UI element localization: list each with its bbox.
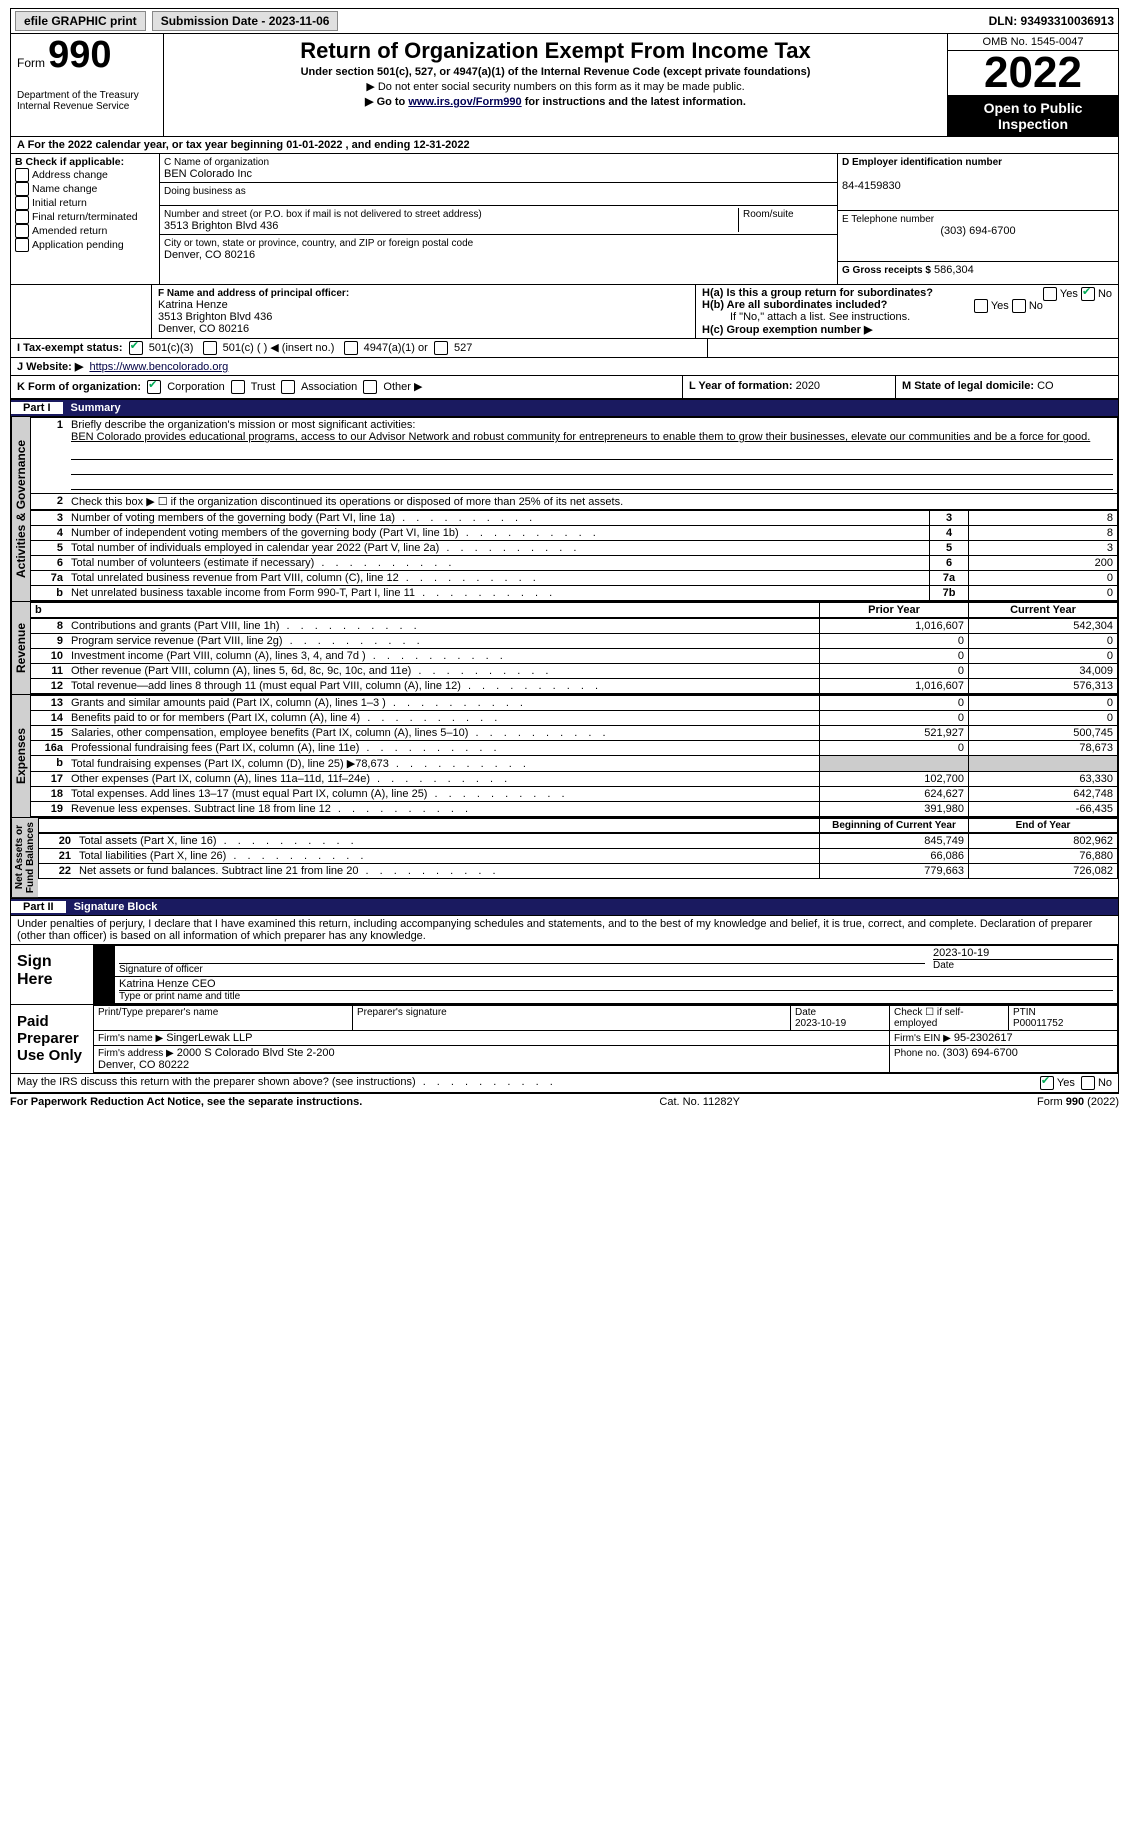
form-subtitle: Under section 501(c), 527, or 4947(a)(1)…: [170, 66, 941, 78]
line-a-tax-year: A For the 2022 calendar year, or tax yea…: [10, 137, 1119, 154]
col-b-checkboxes: B Check if applicable: Address change Na…: [11, 154, 160, 284]
i-label: I Tax-exempt status:: [17, 342, 123, 354]
dba-label: Doing business as: [164, 186, 246, 197]
firm-name: SingerLewak LLP: [166, 1032, 252, 1044]
prior-year-hdr: Prior Year: [820, 603, 969, 618]
state-domicile: CO: [1037, 380, 1054, 392]
efile-button[interactable]: efile GRAPHIC print: [15, 11, 146, 31]
org-name: BEN Colorado Inc: [164, 168, 252, 180]
h-b-label: H(b) Are all subordinates included?: [702, 299, 887, 311]
ptin: P00011752: [1013, 1018, 1063, 1029]
chk-amended[interactable]: [15, 224, 29, 238]
officer-line-2: 3513 Brighton Blvd 436: [158, 311, 272, 323]
form-note-2: ▶ Go to www.irs.gov/Form990 for instruct…: [170, 95, 941, 108]
q1-label: Briefly describe the organization's miss…: [71, 419, 415, 431]
chk-assoc[interactable]: [281, 380, 295, 394]
chk-corp[interactable]: [147, 380, 161, 394]
chk-address-change[interactable]: [15, 168, 29, 182]
chk-name-change[interactable]: [15, 182, 29, 196]
end-year-hdr: End of Year: [969, 819, 1118, 833]
perjury-declaration: Under penalties of perjury, I declare th…: [10, 916, 1119, 945]
paid-preparer-label: Paid Preparer Use Only: [11, 1005, 93, 1073]
m-label: M State of legal domicile:: [902, 380, 1034, 392]
tax-year-big: 2022: [948, 51, 1118, 96]
irs-discuss: May the IRS discuss this return with the…: [17, 1076, 1040, 1090]
discuss-yes[interactable]: [1040, 1076, 1054, 1090]
beg-year-hdr: Beginning of Current Year: [820, 819, 969, 833]
pp-date: 2023-10-19: [795, 1018, 846, 1029]
d-ein-label: D Employer identification number: [842, 157, 1002, 168]
v-revenue: Revenue: [11, 602, 30, 694]
open-to-public: Open to Public Inspection: [948, 96, 1118, 136]
part-1-header: Part I Summary: [10, 399, 1119, 417]
h-c-label: H(c) Group exemption number ▶: [702, 324, 872, 336]
officer-line-1: Katrina Henze: [158, 299, 228, 311]
chk-trust[interactable]: [231, 380, 245, 394]
e-phone-label: E Telephone number: [842, 214, 934, 225]
g-gross-label: G Gross receipts $: [842, 265, 931, 276]
firm-ein: 95-2302617: [954, 1032, 1013, 1044]
v-net-assets: Net Assets or Fund Balances: [11, 818, 38, 897]
sign-here-label: Sign Here: [11, 945, 93, 1004]
submission-date: Submission Date - 2023-11-06: [152, 11, 339, 31]
phone-value: (303) 694-6700: [940, 225, 1015, 237]
chk-initial-return[interactable]: [15, 196, 29, 210]
website-value[interactable]: https://www.bencolorado.org: [89, 361, 228, 373]
chk-4947[interactable]: [344, 341, 358, 355]
top-bar: efile GRAPHIC print Submission Date - 20…: [10, 8, 1119, 34]
c-name-label: C Name of organization: [164, 157, 269, 168]
pp-self-employed: Check ☐ if self-employed: [890, 1006, 1009, 1031]
form-number: 990: [48, 34, 111, 76]
l-label: L Year of formation:: [689, 380, 793, 392]
footer-mid: Cat. No. 11282Y: [659, 1096, 740, 1108]
firm-phone: (303) 694-6700: [943, 1047, 1018, 1059]
chk-501c3[interactable]: [129, 341, 143, 355]
h-b-note: If "No," attach a list. See instructions…: [702, 311, 1112, 323]
footer-left: For Paperwork Reduction Act Notice, see …: [10, 1096, 362, 1108]
ha-no[interactable]: [1081, 287, 1095, 301]
f-officer-label: F Name and address of principal officer:: [158, 288, 349, 299]
chk-final-return[interactable]: [15, 210, 29, 224]
chk-other[interactable]: [363, 380, 377, 394]
ein-value: 84-4159830: [842, 180, 901, 192]
city-label: City or town, state or province, country…: [164, 238, 473, 249]
chk-527[interactable]: [434, 341, 448, 355]
form-title: Return of Organization Exempt From Incom…: [170, 38, 941, 64]
ha-yes[interactable]: [1043, 287, 1057, 301]
dln: DLN: 93493310036913: [989, 14, 1114, 28]
j-label: J Website: ▶: [17, 361, 83, 373]
year-formation: 2020: [796, 380, 820, 392]
footer-right: Form 990 (2022): [1037, 1096, 1119, 1108]
sig-officer-label: Signature of officer: [119, 963, 925, 975]
addr-label: Number and street (or P.O. box if mail i…: [164, 209, 482, 220]
discuss-no[interactable]: [1081, 1076, 1095, 1090]
form-note-1: ▶ Do not enter social security numbers o…: [170, 80, 941, 93]
addr-value: 3513 Brighton Blvd 436: [164, 220, 278, 232]
officer-line-3: Denver, CO 80216: [158, 323, 249, 335]
city-value: Denver, CO 80216: [164, 249, 255, 261]
current-year-hdr: Current Year: [969, 603, 1118, 618]
gross-receipts: 586,304: [934, 264, 974, 276]
chk-app-pending[interactable]: [15, 238, 29, 252]
type-print-label: Type or print name and title: [119, 990, 1113, 1002]
room-label: Room/suite: [743, 209, 794, 220]
form-word: Form: [17, 56, 45, 70]
chk-501c[interactable]: [203, 341, 217, 355]
q2-line: Check this box ▶ ☐ if the organization d…: [67, 494, 1118, 510]
v-activities-governance: Activities & Governance: [11, 417, 30, 601]
mission-text: BEN Colorado provides educational progra…: [71, 431, 1090, 443]
h-a-label: H(a) Is this a group return for subordin…: [702, 287, 933, 299]
officer-name-title: Katrina Henze CEO: [119, 978, 216, 990]
k-label: K Form of organization:: [17, 381, 141, 393]
treasury-dept: Department of the Treasury Internal Reve…: [17, 90, 157, 112]
sig-date-1: 2023-10-19: [933, 947, 989, 959]
pp-sig-label: Preparer's signature: [353, 1006, 791, 1031]
pp-name-label: Print/Type preparer's name: [94, 1006, 353, 1031]
v-expenses: Expenses: [11, 695, 30, 817]
irs-link[interactable]: www.irs.gov/Form990: [408, 96, 521, 108]
hb-no[interactable]: [1012, 299, 1026, 313]
part-2-header: Part II Signature Block: [10, 898, 1119, 916]
hb-yes[interactable]: [974, 299, 988, 313]
